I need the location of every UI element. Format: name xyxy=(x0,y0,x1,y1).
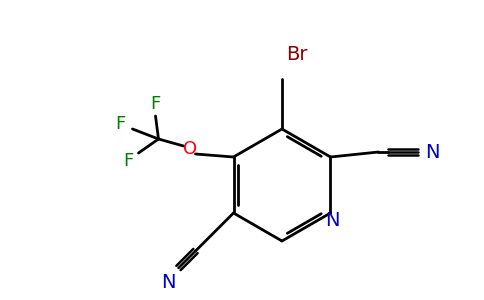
Text: F: F xyxy=(151,95,161,113)
Text: N: N xyxy=(425,142,440,161)
Text: O: O xyxy=(183,140,197,158)
Text: F: F xyxy=(123,152,134,170)
Text: N: N xyxy=(325,211,340,230)
Text: N: N xyxy=(161,274,176,292)
Text: F: F xyxy=(115,115,126,133)
Text: Br: Br xyxy=(286,44,307,64)
